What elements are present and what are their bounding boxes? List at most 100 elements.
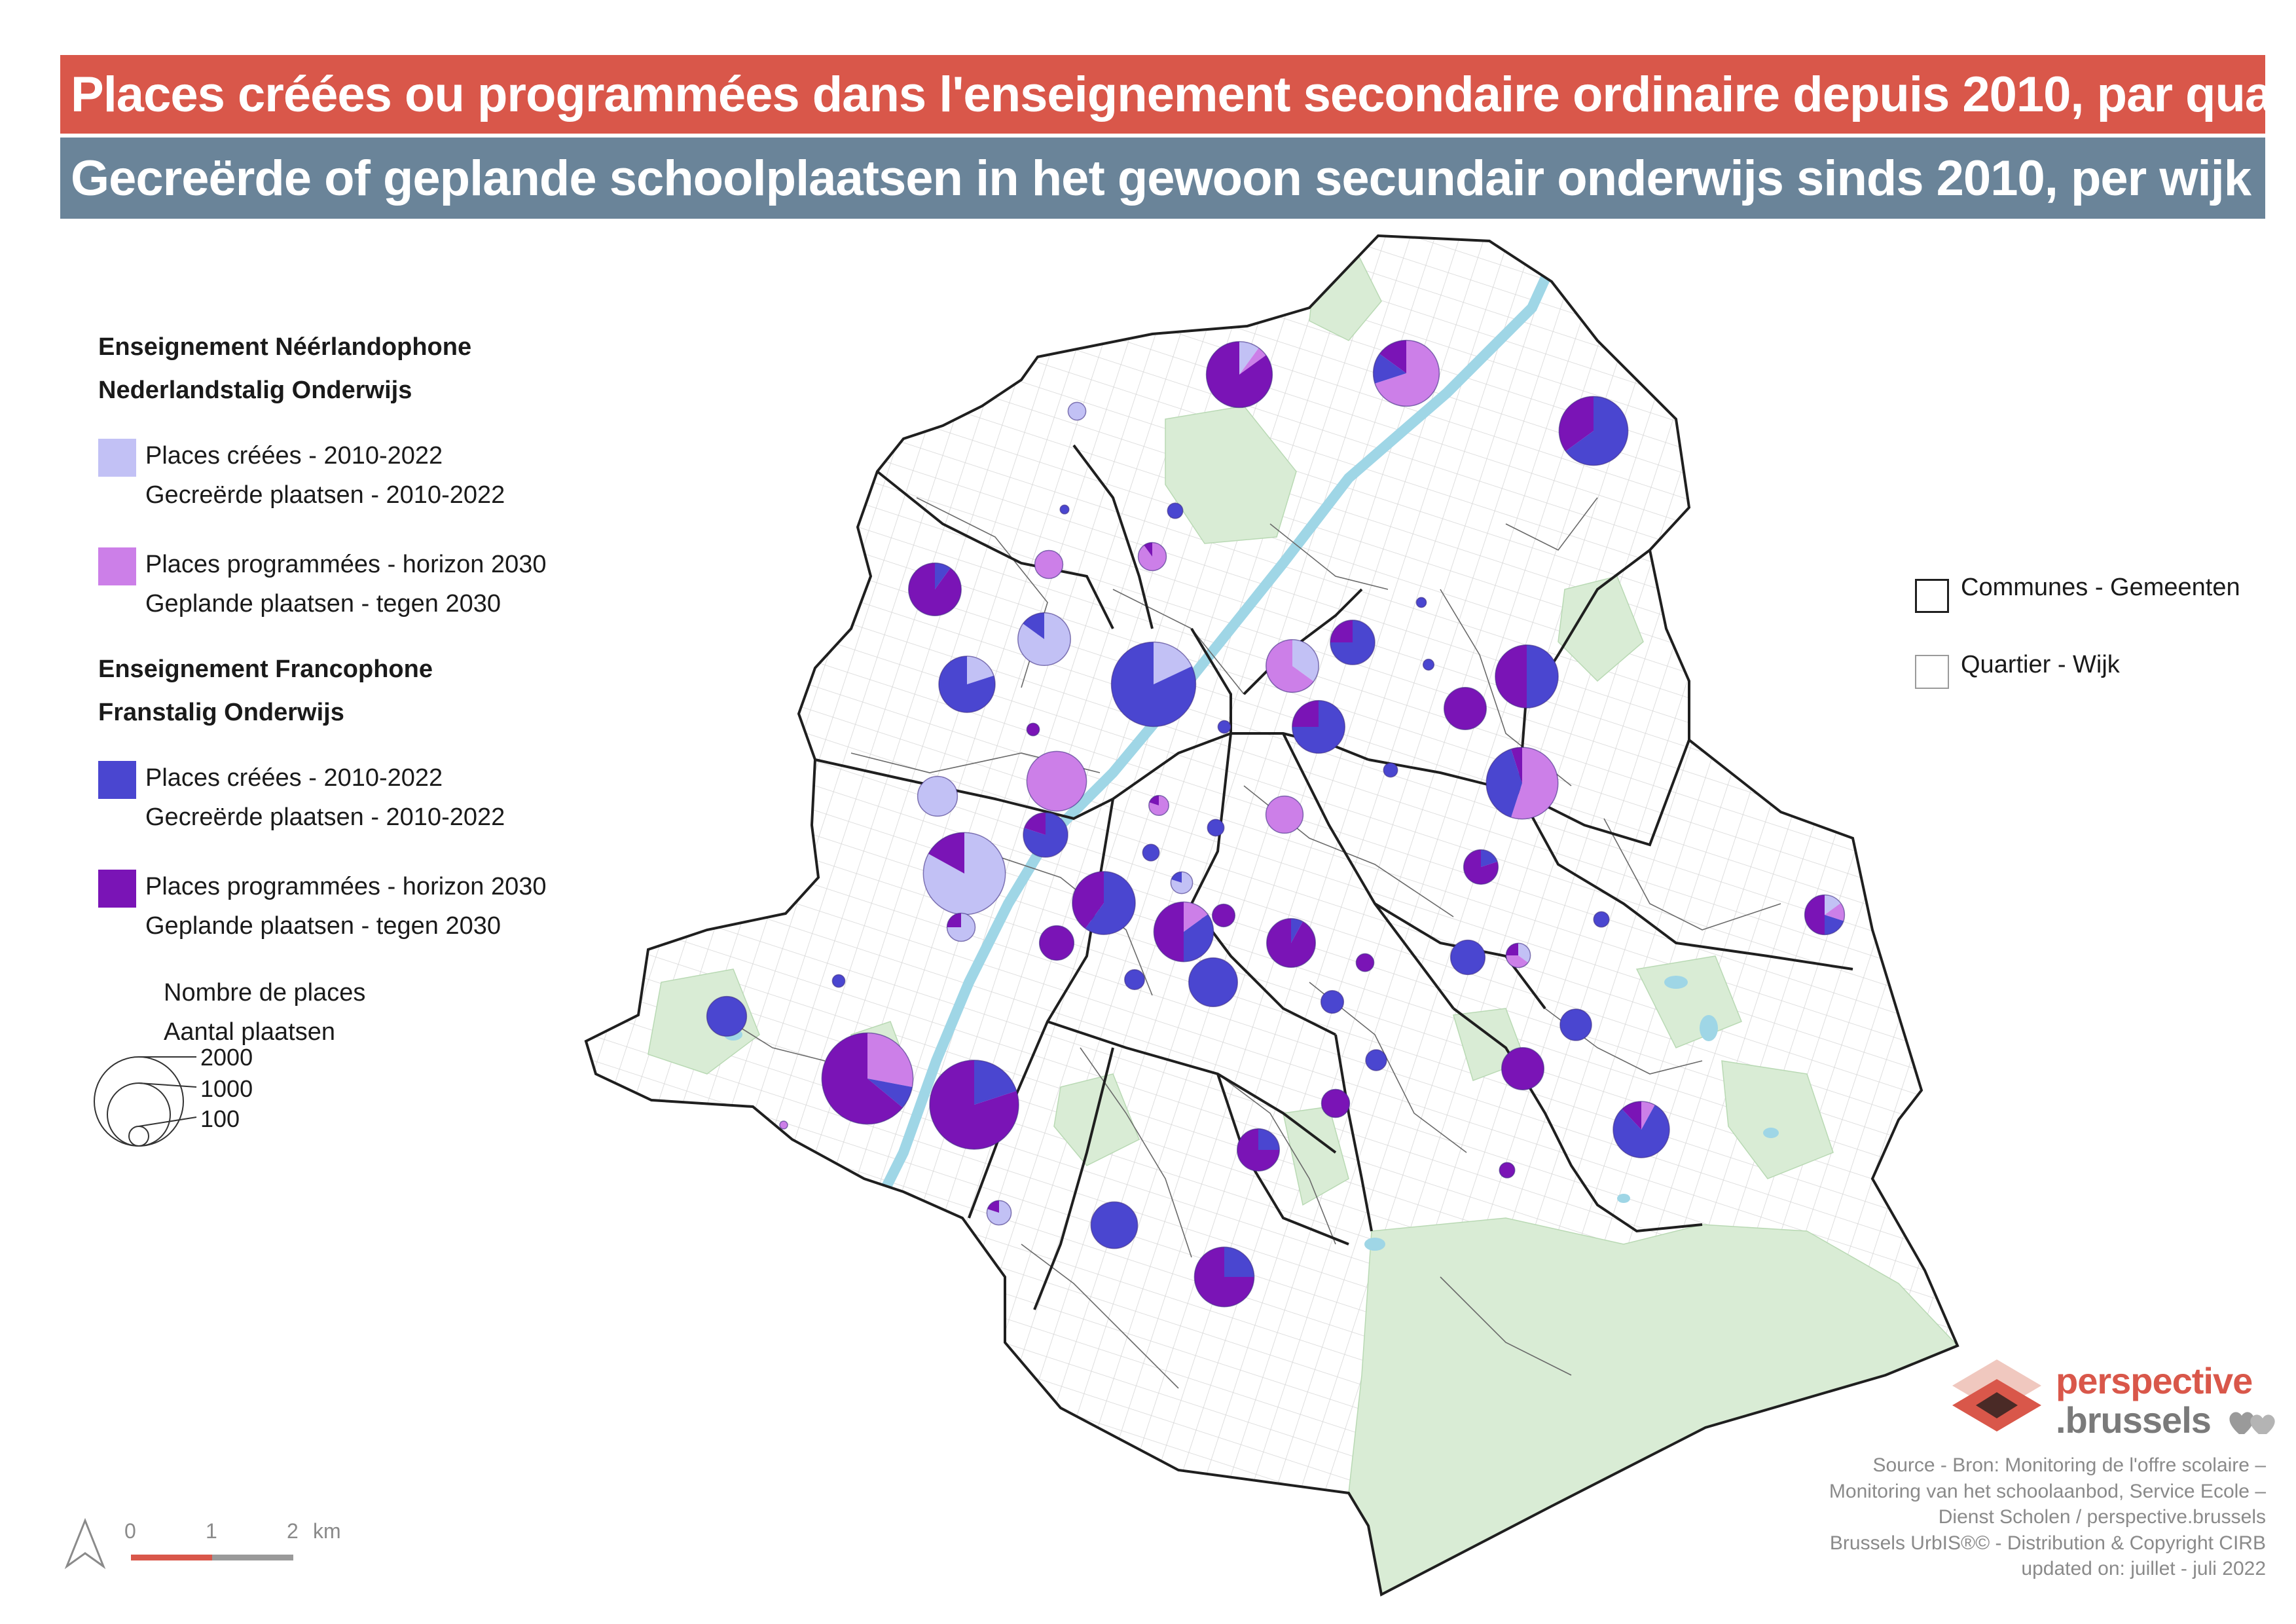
school-pie-56[interactable] bbox=[1613, 1101, 1670, 1158]
pie-slice-fr_created bbox=[1258, 1128, 1280, 1150]
school-pie-52[interactable] bbox=[821, 1032, 914, 1125]
pie-slice-fr_planned bbox=[1356, 953, 1374, 972]
legend-nl-heading-2: Nederlandstalig Onderwijs bbox=[98, 377, 412, 404]
school-pie-4[interactable] bbox=[1167, 502, 1184, 519]
pie-outline bbox=[1292, 700, 1345, 754]
school-pie-38[interactable] bbox=[1266, 918, 1316, 968]
pie-outline bbox=[1017, 612, 1071, 666]
school-pie-43[interactable] bbox=[1804, 894, 1846, 936]
school-pie-35[interactable] bbox=[1211, 903, 1236, 928]
school-pie-7[interactable] bbox=[1034, 549, 1064, 580]
school-pie-48[interactable] bbox=[1320, 989, 1345, 1014]
school-pie-22[interactable] bbox=[1485, 747, 1559, 820]
pie-outline bbox=[1499, 1162, 1516, 1179]
school-pie-41[interactable] bbox=[1505, 942, 1531, 969]
pie-slice-nl_created bbox=[1292, 639, 1319, 682]
pie-outline bbox=[1383, 762, 1398, 778]
logo-word-brussels: .brussels bbox=[2056, 1399, 2212, 1441]
school-pie-9[interactable] bbox=[1017, 612, 1071, 666]
school-pie-25[interactable] bbox=[1148, 795, 1169, 816]
pie-outline bbox=[1613, 1101, 1670, 1158]
school-pie-47[interactable] bbox=[706, 995, 748, 1037]
pie-slice-fr_created bbox=[1423, 659, 1434, 671]
school-pie-53[interactable] bbox=[929, 1060, 1019, 1150]
school-pie-0[interactable] bbox=[1205, 341, 1273, 409]
pie-slice-fr_planned bbox=[1206, 341, 1273, 408]
pie-slice-nl_created bbox=[1825, 895, 1841, 915]
school-pie-27[interactable] bbox=[1023, 812, 1068, 858]
school-pie-58[interactable] bbox=[1499, 1162, 1516, 1179]
school-pie-46[interactable] bbox=[831, 974, 846, 988]
school-pie-26[interactable] bbox=[1265, 795, 1304, 834]
pie-outline bbox=[1355, 953, 1375, 972]
source-credits: Source - Bron: Monitoring de l'offre sco… bbox=[1677, 1452, 2266, 1582]
perspective-brussels-logo bbox=[1952, 1359, 2041, 1431]
school-pie-10[interactable] bbox=[938, 655, 996, 713]
quartier-legend-label: Quartier - Wijk bbox=[1961, 651, 2120, 678]
school-pie-21[interactable] bbox=[1383, 762, 1398, 778]
school-pie-30[interactable] bbox=[922, 832, 1006, 915]
school-pie-31[interactable] bbox=[1463, 849, 1499, 885]
school-pie-36[interactable] bbox=[946, 912, 976, 942]
brussels-map[interactable] bbox=[563, 223, 1977, 1611]
pie-outline bbox=[938, 655, 996, 713]
school-pie-29[interactable] bbox=[1142, 843, 1160, 862]
school-pie-17[interactable] bbox=[1444, 687, 1487, 730]
legend-size-heading-1: Nombre de places bbox=[164, 979, 366, 1006]
school-pie-16[interactable] bbox=[1422, 658, 1435, 671]
school-pie-49[interactable] bbox=[1559, 1008, 1592, 1041]
school-pie-15[interactable] bbox=[1495, 644, 1559, 709]
school-pie-23[interactable] bbox=[1026, 750, 1087, 812]
pie-outline bbox=[1217, 720, 1231, 734]
school-pie-6[interactable] bbox=[908, 563, 962, 616]
school-pie-45[interactable] bbox=[1188, 957, 1238, 1007]
school-pie-8[interactable] bbox=[1137, 542, 1167, 572]
school-pie-2[interactable] bbox=[1558, 396, 1629, 466]
school-pie-12[interactable] bbox=[1266, 639, 1319, 693]
pie-slice-fr_planned bbox=[987, 1200, 999, 1213]
pie-slice-fr_planned bbox=[1292, 700, 1319, 727]
school-pie-60[interactable] bbox=[1090, 1201, 1139, 1249]
school-pie-28[interactable] bbox=[1207, 819, 1225, 837]
school-pie-42[interactable] bbox=[1593, 911, 1610, 928]
school-pie-34[interactable] bbox=[1153, 901, 1214, 963]
pie-outline bbox=[1804, 894, 1846, 936]
north-arrow-icon bbox=[64, 1518, 106, 1570]
school-pie-61[interactable] bbox=[1194, 1246, 1255, 1308]
school-pie-44[interactable] bbox=[1124, 969, 1145, 990]
school-pie-50[interactable] bbox=[1365, 1049, 1387, 1071]
school-pie-20[interactable] bbox=[1217, 720, 1231, 734]
school-pie-40[interactable] bbox=[1449, 939, 1486, 976]
swatch-fr-created bbox=[98, 761, 136, 799]
school-pie-51[interactable] bbox=[1501, 1047, 1544, 1090]
school-pie-32[interactable] bbox=[1170, 871, 1194, 895]
school-pie-55[interactable] bbox=[779, 1120, 788, 1130]
source-line-5: updated on: juillet - juli 2022 bbox=[2021, 1558, 2266, 1580]
school-pie-18[interactable] bbox=[1292, 700, 1345, 754]
school-pie-33[interactable] bbox=[1072, 871, 1136, 935]
pie-outline bbox=[1266, 639, 1319, 693]
pie-slice-fr_planned bbox=[1144, 542, 1152, 557]
school-pie-11[interactable] bbox=[1110, 641, 1197, 728]
school-pie-54[interactable] bbox=[1321, 1088, 1351, 1118]
pie-slice-fr_planned bbox=[1330, 620, 1353, 642]
school-pie-37[interactable] bbox=[1038, 925, 1075, 961]
source-line-3: Dienst Scholen / perspective.brussels bbox=[1938, 1506, 2266, 1528]
scale-label-0: 0 bbox=[124, 1519, 136, 1543]
school-pie-14[interactable] bbox=[1415, 597, 1427, 608]
school-pie-39[interactable] bbox=[1355, 953, 1375, 972]
school-pie-57[interactable] bbox=[1237, 1128, 1280, 1172]
school-pie-3[interactable] bbox=[1067, 401, 1087, 421]
pie-outline bbox=[779, 1120, 788, 1130]
school-pie-59[interactable] bbox=[986, 1200, 1012, 1226]
school-pie-1[interactable] bbox=[1372, 339, 1440, 407]
pie-slice-nl_planned bbox=[1511, 747, 1558, 819]
school-pie-5[interactable] bbox=[1059, 504, 1070, 515]
school-pie-19[interactable] bbox=[1026, 722, 1040, 737]
school-place-pies[interactable] bbox=[706, 339, 1846, 1308]
pie-outline bbox=[706, 995, 748, 1037]
pie-slice-nl_planned bbox=[1266, 796, 1303, 834]
school-pie-24[interactable] bbox=[917, 775, 958, 817]
school-pie-13[interactable] bbox=[1330, 619, 1376, 665]
pie-slice-fr_planned bbox=[1495, 644, 1527, 709]
